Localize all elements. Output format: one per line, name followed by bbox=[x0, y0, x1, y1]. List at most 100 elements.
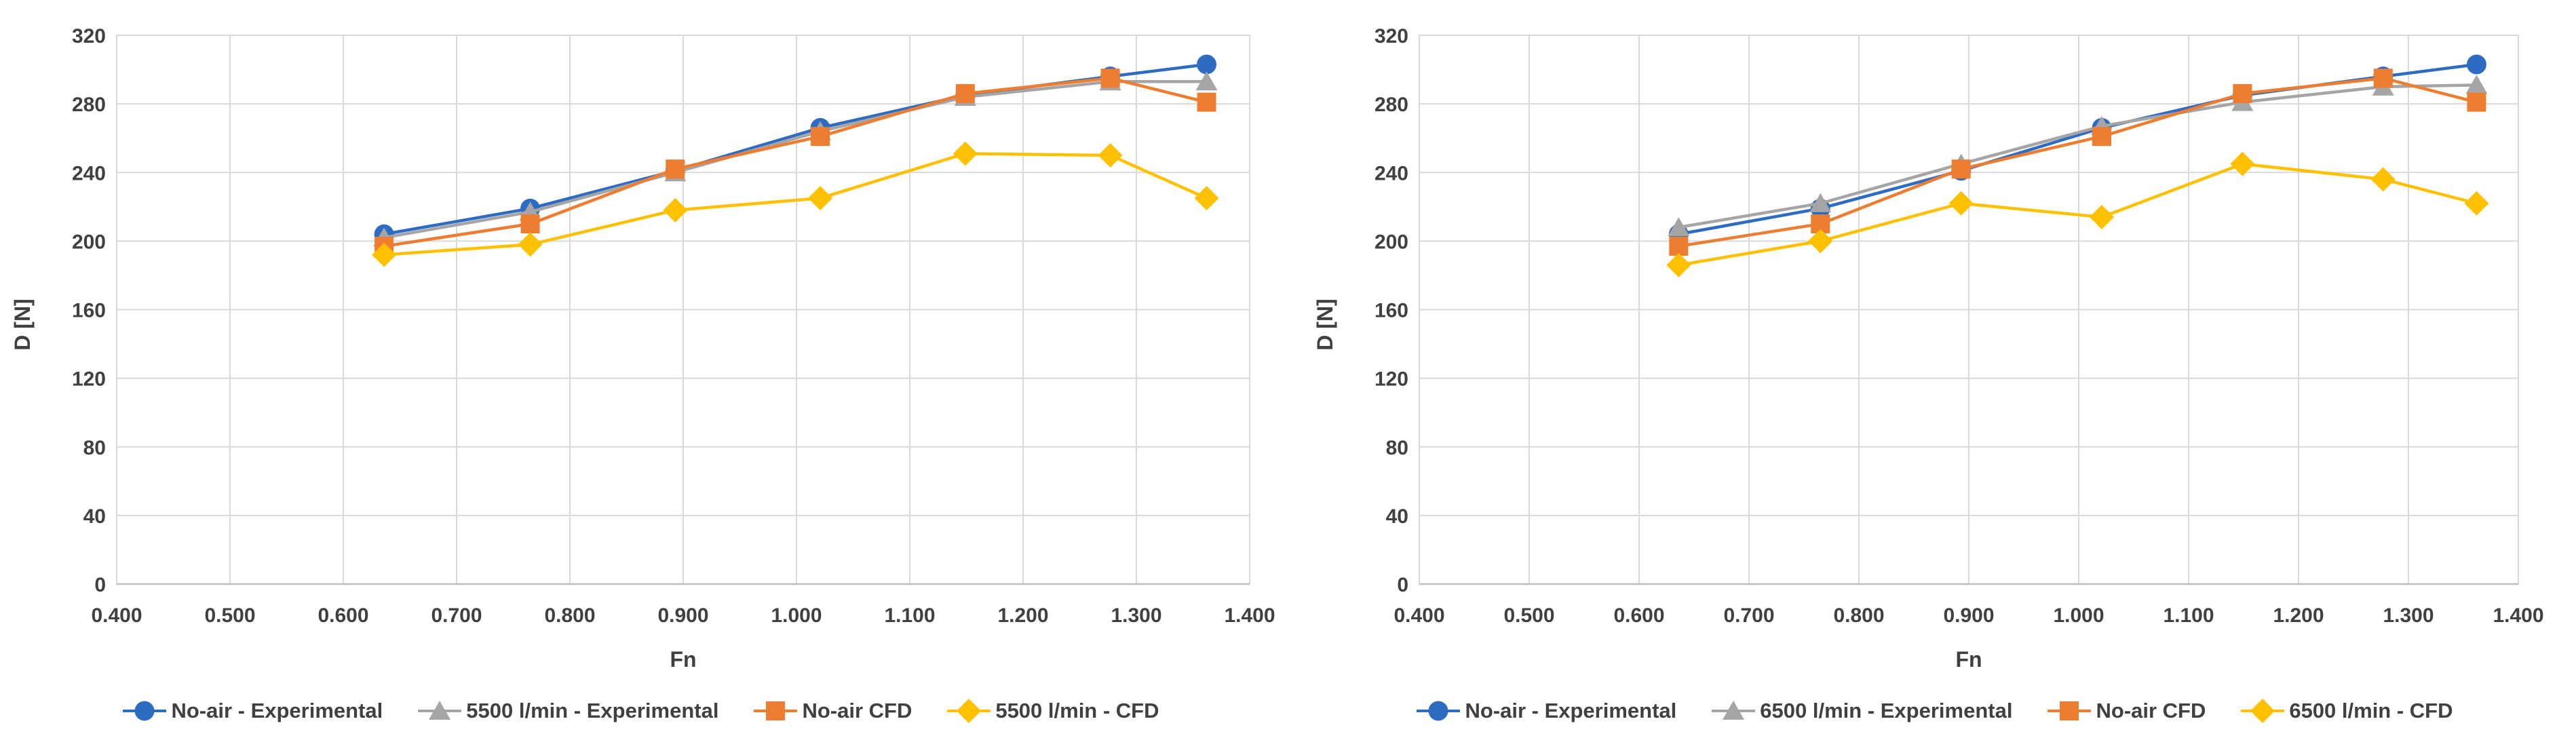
series-no-air-cfd-marker bbox=[2092, 127, 2112, 147]
y-tick-label: 120 bbox=[72, 368, 106, 391]
y-tick-label: 160 bbox=[72, 300, 106, 322]
series-no-air-cfd-marker bbox=[2467, 92, 2486, 112]
legend-item-6500-l-min-cfd: 6500 l/min - CFD bbox=[2241, 697, 2453, 724]
legend-marker-shape bbox=[766, 701, 786, 720]
x-tick-label: 0.500 bbox=[204, 604, 255, 627]
y-tick-label: 280 bbox=[72, 94, 106, 116]
x-axis-title: Fn bbox=[670, 647, 696, 672]
x-tick-label: 0.400 bbox=[91, 604, 142, 627]
legend-item-no-air-experimental: No-air - Experimental bbox=[1417, 697, 1676, 724]
y-tick-label: 240 bbox=[72, 162, 106, 185]
legend-item-no-air-experimental: No-air - Experimental bbox=[123, 697, 383, 724]
series-6500-l-min-experimental-marker bbox=[2465, 75, 2488, 94]
legend-item-no-air-cfd: No-air CFD bbox=[2048, 697, 2206, 724]
series-no-air-cfd-marker bbox=[955, 83, 975, 103]
legend-marker-square-icon bbox=[2048, 701, 2092, 720]
x-tick-label: 0.900 bbox=[657, 604, 708, 627]
series-5500-l-min-experimental-marker bbox=[1195, 71, 1218, 91]
series-no-air-experimental-marker bbox=[2466, 54, 2486, 75]
x-tick-label: 0.500 bbox=[1503, 604, 1554, 627]
y-tick-label: 80 bbox=[1386, 437, 1408, 459]
series-no-air-cfd-marker bbox=[666, 159, 685, 179]
y-tick-label: 200 bbox=[72, 231, 106, 253]
series-5500-l-min-cfd-marker bbox=[1194, 186, 1219, 211]
chart-right-6500lmin: 0 40 80 120 160 200 240 280 320 0.400 0.500 0.600 0.… bbox=[1294, 0, 2576, 755]
series-5500-l-min-cfd-marker bbox=[518, 232, 543, 257]
x-tick-label: 1.300 bbox=[1111, 604, 1161, 627]
series-no-air-cfd-marker bbox=[520, 214, 540, 234]
series-no-air-cfd-marker bbox=[1951, 159, 1971, 179]
series-no-air-cfd-marker bbox=[2233, 83, 2252, 103]
legend-item-5500-l-min-cfd: 5500 l/min - CFD bbox=[947, 697, 1159, 724]
legend-label: No-air CFD bbox=[802, 699, 912, 722]
series-no-air-experimental-marker bbox=[1197, 54, 1217, 75]
x-tick-label: 1.200 bbox=[2273, 604, 2324, 627]
series-5500-l-min-cfd-line bbox=[383, 152, 1208, 256]
x-tick-label: 0.600 bbox=[1613, 604, 1664, 627]
y-tick-label: 0 bbox=[94, 574, 106, 596]
y-tick-label: 40 bbox=[1386, 505, 1408, 528]
chart-left-legend: No-air - Experimental 5500 l/min - Experi… bbox=[0, 697, 1282, 724]
legend-marker-circle-icon bbox=[1417, 701, 1461, 721]
chart-left-5500lmin: 0 40 80 120 160 200 240 280 320 0.400 0.500 0.600 0.… bbox=[0, 0, 1282, 755]
legend-label: 6500 l/min - Experimental bbox=[1760, 699, 2013, 722]
x-tick-label: 0.600 bbox=[318, 604, 368, 627]
x-tick-label: 0.900 bbox=[1943, 604, 1994, 627]
series-6500-l-min-cfd-marker bbox=[2230, 151, 2255, 176]
x-tick-label: 0.800 bbox=[1833, 604, 1884, 627]
series-6500-l-min-experimental-line bbox=[1678, 83, 2477, 229]
x-tick-label: 1.400 bbox=[1224, 604, 1275, 627]
series-no-air-experimental-line bbox=[383, 62, 1207, 236]
legend-item-5500-l-min-experimental: 5500 l/min - Experimental bbox=[418, 697, 718, 724]
series-no-air-cfd-marker bbox=[1100, 69, 1120, 88]
series-no-air-cfd-marker bbox=[811, 127, 830, 147]
y-tick-label: 320 bbox=[72, 25, 106, 47]
legend-label: No-air - Experimental bbox=[171, 699, 383, 722]
x-tick-label: 1.000 bbox=[771, 604, 822, 627]
series-no-air-cfd-marker bbox=[1669, 236, 1689, 256]
x-tick-label: 1.100 bbox=[884, 604, 935, 627]
series-6500-l-min-cfd-marker bbox=[2090, 204, 2115, 229]
legend-marker-shape bbox=[957, 699, 982, 723]
x-tick-label: 0.800 bbox=[544, 604, 595, 627]
x-tick-label: 1.300 bbox=[2383, 604, 2434, 627]
legend-label: 5500 l/min - CFD bbox=[995, 699, 1159, 722]
series-5500-l-min-cfd-marker bbox=[1098, 142, 1123, 168]
series-5500-l-min-cfd-marker bbox=[372, 242, 397, 267]
series-no-air-cfd-marker bbox=[1197, 92, 1216, 112]
chart-left-canvas: 0 40 80 120 160 200 240 280 320 0.400 0.500 0.600 0.… bbox=[10, 25, 1275, 672]
legend-marker-square-icon bbox=[754, 701, 798, 720]
legend-marker-triangle-icon bbox=[418, 701, 462, 720]
x-tick-label: 1.000 bbox=[2053, 604, 2104, 627]
chart-right-legend: No-air - Experimental 6500 l/min - Experi… bbox=[1294, 697, 2576, 724]
y-tick-label: 280 bbox=[1374, 94, 1408, 116]
y-tick-label: 80 bbox=[83, 437, 106, 459]
series-5500-l-min-cfd-marker bbox=[953, 141, 978, 166]
x-tick-label: 0.700 bbox=[431, 604, 482, 627]
legend-marker-diamond-icon bbox=[947, 699, 991, 723]
series-6500-l-min-cfd-marker bbox=[1948, 191, 1974, 216]
series-5500-l-min-experimental-line bbox=[383, 80, 1207, 239]
x-tick-label: 0.400 bbox=[1393, 604, 1444, 627]
legend-marker-circle-icon bbox=[123, 701, 167, 721]
y-tick-label: 320 bbox=[1374, 25, 1408, 47]
series-6500-l-min-cfd-marker bbox=[2370, 167, 2396, 192]
x-axis-title: Fn bbox=[1955, 647, 1982, 672]
y-tick-label: 240 bbox=[1374, 162, 1408, 185]
series-6500-l-min-cfd-marker bbox=[2464, 191, 2489, 216]
x-tick-label: 1.400 bbox=[2493, 604, 2543, 627]
x-tick-label: 1.100 bbox=[2163, 604, 2214, 627]
legend-label: No-air - Experimental bbox=[1465, 699, 1677, 722]
y-tick-label: 40 bbox=[83, 505, 106, 528]
legend-marker-diamond-icon bbox=[2241, 699, 2285, 723]
chart-right-canvas: 0 40 80 120 160 200 240 280 320 0.400 0.500 0.600 0.… bbox=[1313, 25, 2544, 672]
legend-label: 6500 l/min - CFD bbox=[2289, 699, 2453, 722]
series-5500-l-min-cfd-marker bbox=[663, 197, 688, 222]
legend-item-6500-l-min-experimental: 6500 l/min - Experimental bbox=[1712, 697, 2012, 724]
legend-marker-shape bbox=[1723, 701, 1745, 720]
series-6500-l-min-experimental-marker bbox=[1668, 217, 1690, 237]
y-axis-title: D [N] bbox=[1313, 298, 1337, 350]
x-tick-label: 0.700 bbox=[1723, 604, 1774, 627]
series-6500-l-min-experimental-marker bbox=[1809, 193, 1832, 212]
